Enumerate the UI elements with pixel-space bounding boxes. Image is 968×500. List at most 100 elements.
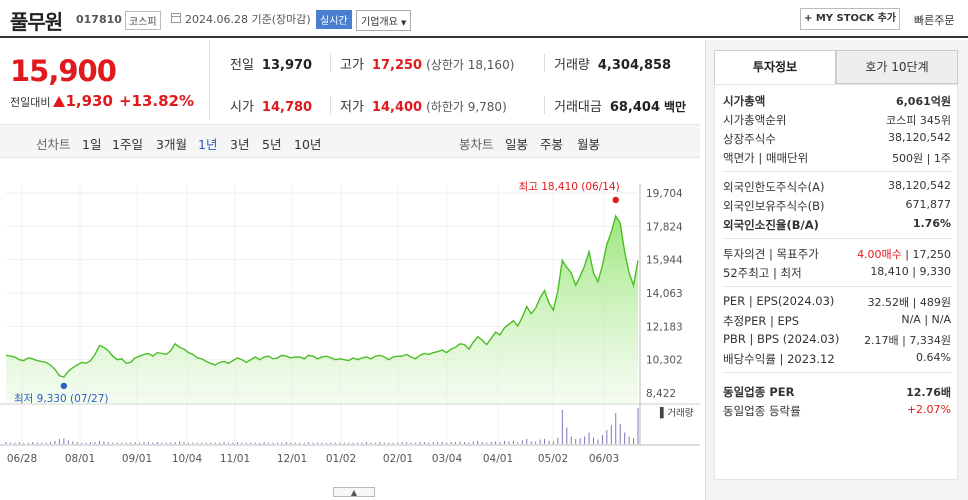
- info-value: 38,120,542: [888, 131, 951, 144]
- side-tabs: 투자정보 호가 10단계: [714, 50, 958, 84]
- info-label: 동일업종 PER: [723, 385, 795, 399]
- x-tick-label: 02/01: [383, 453, 413, 465]
- y-tick-label: 17,824: [646, 221, 683, 233]
- change-amount: 1,930: [65, 92, 113, 110]
- price-chart-svg: 19,704 17,824 15,944 14,063 12,183 10,302 8,42…: [0, 181, 700, 465]
- price-summary: 15,900 전일대비 1,930 +13.82%: [0, 40, 210, 120]
- info-row: 외국인소진율(B/A) 1.76%: [723, 217, 951, 235]
- x-tick-label: 01/02: [326, 453, 356, 465]
- info-row: PER | EPS(2024.03) 32.52배 | 489원: [723, 294, 951, 312]
- company-overview-button[interactable]: 기업개요 ▼: [356, 10, 412, 31]
- section-divider: [723, 372, 951, 373]
- info-row: 외국인보유주식수(B) 671,877: [723, 198, 951, 216]
- info-row: 동일업종 PER 12.76배: [723, 384, 951, 402]
- info-value: +2.07%: [906, 403, 951, 416]
- period-3m[interactable]: 3개월: [156, 137, 187, 152]
- open-price: 시가 14,780: [230, 100, 313, 115]
- info-value: 32.52배 | 489원: [867, 296, 951, 309]
- info-row: 상장주식수 38,120,542: [723, 131, 951, 149]
- info-label: 외국인한도주식수(A): [723, 180, 825, 194]
- info-value: 2.17배 | 7,334원: [864, 334, 951, 347]
- info-label: PBR | BPS (2024.03): [723, 332, 840, 346]
- info-label: 외국인보유주식수(B): [723, 199, 825, 213]
- divider: [330, 96, 331, 114]
- info-label: 시가총액: [723, 94, 766, 108]
- info-row: 추정PER | EPS N/A | N/A: [723, 313, 951, 331]
- low-price: 저가 14,400 (하한가 9,780): [340, 100, 507, 115]
- info-label: 추정PER | EPS: [723, 314, 800, 328]
- x-tick-label: 09/01: [122, 453, 152, 465]
- x-tick-label: 08/01: [65, 453, 95, 465]
- up-arrow-icon: [53, 96, 66, 107]
- price-chart[interactable]: 19,704 17,824 15,944 14,063 12,183 10,302 8,42…: [0, 160, 700, 500]
- realtime-button[interactable]: 실시간: [316, 10, 352, 29]
- info-value: 671,877: [905, 198, 952, 211]
- period-5y[interactable]: 5년: [262, 137, 282, 152]
- x-tick-label: 04/01: [483, 453, 513, 465]
- info-row: 배당수익률 | 2023.12 0.64%: [723, 351, 951, 369]
- info-label: 외국인소진율(B/A): [723, 218, 819, 232]
- change-percent: +13.82%: [118, 92, 194, 110]
- info-row: 동일업종 등락률 +2.07%: [723, 403, 951, 421]
- info-label: 동일업종 등락률: [723, 404, 801, 418]
- info-value: 38,120,542: [888, 179, 951, 192]
- market-badge: 코스피: [125, 11, 161, 30]
- min-label: 최저 9,330 (07/27): [14, 393, 109, 405]
- stock-code: 017810: [76, 13, 122, 26]
- info-row: 액면가 | 매매단위 500원 | 1주: [723, 150, 951, 168]
- info-row: 시가총액순위 코스피 345위: [723, 112, 951, 130]
- x-tick-label: 05/02: [538, 453, 568, 465]
- candle-chart-label: 봉차트: [459, 137, 494, 152]
- volume: 거래량 4,304,858: [554, 58, 672, 73]
- candle-daily[interactable]: 일봉: [505, 137, 529, 152]
- prev-close: 전일 13,970: [230, 58, 313, 73]
- info-label: 상장주식수: [723, 132, 776, 146]
- price-area: [6, 215, 638, 404]
- price-line: [5, 214, 639, 378]
- period-10y[interactable]: 10년: [294, 137, 322, 152]
- info-value: 6,061억원: [895, 95, 951, 108]
- candle-weekly[interactable]: 주봉: [540, 137, 564, 152]
- info-row: 외국인한도주식수(A) 38,120,542: [723, 179, 951, 197]
- trade-amount: 거래대금 68,404 백만: [554, 100, 687, 115]
- section-divider: [723, 238, 951, 239]
- divider: [330, 54, 331, 72]
- divider: [544, 96, 545, 114]
- info-row: PBR | BPS (2024.03) 2.17배 | 7,334원: [723, 332, 951, 350]
- period-3y[interactable]: 3년: [230, 137, 250, 152]
- expand-chart-button[interactable]: ▲: [333, 487, 375, 497]
- price-change: 전일대비 1,930 +13.82%: [10, 92, 194, 110]
- high-price: 고가 17,250 (상한가 18,160): [340, 58, 515, 73]
- candle-monthly[interactable]: 월봉: [577, 137, 601, 152]
- x-tick-label: 06/03: [589, 453, 619, 465]
- info-value: 18,410 | 9,330: [870, 265, 951, 278]
- tab-hoga[interactable]: 호가 10단계: [836, 50, 958, 84]
- x-tick-label: 12/01: [277, 453, 307, 465]
- info-value: 500원 | 1주: [892, 152, 951, 165]
- x-tick-label: 03/04: [432, 453, 463, 465]
- max-marker: [612, 196, 619, 204]
- info-value: 12.76배: [906, 386, 951, 399]
- x-tick-label: 06/28: [7, 453, 37, 465]
- info-row: 52주최고 | 최저 18,410 | 9,330: [723, 265, 951, 283]
- info-value: 0.64%: [916, 351, 951, 364]
- info-label: 배당수익률 | 2023.12: [723, 352, 835, 366]
- tab-invest-info[interactable]: 투자정보: [714, 50, 836, 84]
- y-tick-label: 10,302: [646, 355, 683, 367]
- side-panel: 투자정보 호가 10단계 시가총액 6,061억원 시가총액순위 코스피 345위 상장…: [705, 40, 968, 500]
- add-mystock-button[interactable]: + MY STOCK 추가: [800, 8, 900, 30]
- y-tick-label: 15,944: [646, 255, 683, 267]
- period-1w[interactable]: 1주일: [112, 137, 143, 152]
- period-1d[interactable]: 1일: [82, 137, 102, 152]
- change-label: 전일대비: [10, 96, 51, 109]
- period-1y[interactable]: 1년: [198, 137, 218, 152]
- y-tick-label: 14,063: [646, 288, 683, 300]
- stock-header: 풀무원 017810 코스피 2024.06.28 기준(장마감) 실시간 기업…: [0, 0, 968, 38]
- info-label: 52주최고 | 최저: [723, 266, 802, 280]
- y-tick-label: 19,704: [646, 188, 683, 200]
- chevron-down-icon: ▼: [401, 19, 407, 27]
- section-divider: [723, 171, 951, 172]
- fast-order-button[interactable]: 빠른주문: [914, 14, 955, 27]
- stock-name: 풀무원: [10, 10, 63, 34]
- max-label: 최고 18,410 (06/14): [519, 181, 620, 193]
